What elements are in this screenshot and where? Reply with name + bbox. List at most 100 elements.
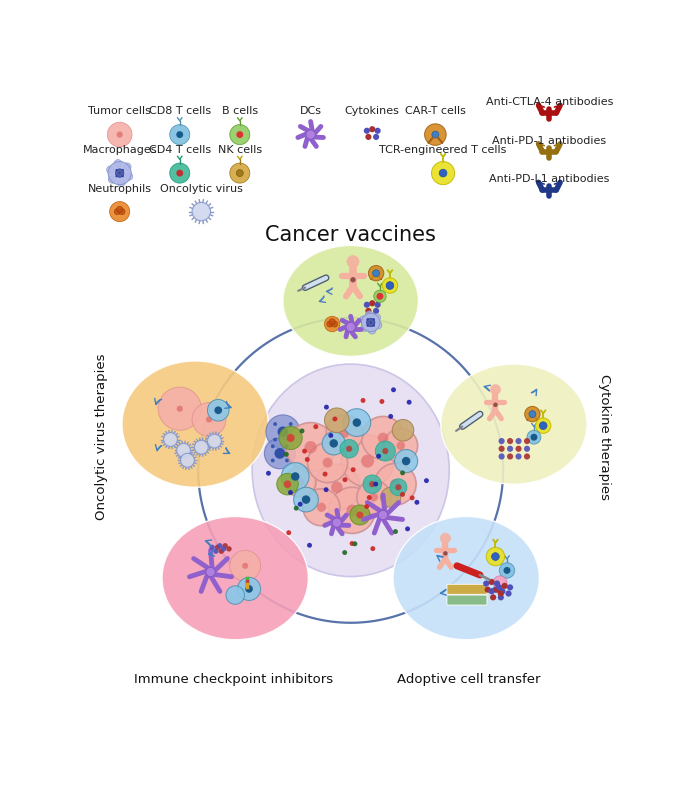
Circle shape	[440, 533, 451, 544]
Circle shape	[388, 414, 393, 419]
Circle shape	[494, 581, 500, 586]
Circle shape	[242, 563, 248, 569]
Circle shape	[323, 487, 329, 492]
Circle shape	[400, 492, 405, 497]
Text: Immune checkpoint inhibitors: Immune checkpoint inhibitors	[134, 673, 333, 686]
Circle shape	[493, 403, 498, 407]
Circle shape	[284, 452, 289, 457]
Circle shape	[536, 418, 551, 433]
Circle shape	[297, 478, 304, 485]
Circle shape	[350, 505, 370, 525]
Circle shape	[499, 563, 514, 578]
Circle shape	[271, 459, 275, 463]
Circle shape	[325, 316, 340, 332]
Circle shape	[116, 169, 118, 171]
Circle shape	[483, 581, 489, 586]
Circle shape	[439, 169, 447, 177]
Circle shape	[390, 479, 401, 489]
Circle shape	[279, 426, 302, 449]
Circle shape	[277, 426, 288, 437]
Circle shape	[306, 130, 315, 139]
Circle shape	[363, 475, 382, 493]
Circle shape	[294, 487, 319, 512]
Circle shape	[499, 446, 505, 452]
Circle shape	[108, 122, 132, 147]
Circle shape	[116, 175, 118, 177]
Circle shape	[236, 131, 243, 138]
Circle shape	[238, 578, 260, 600]
Circle shape	[289, 422, 292, 426]
Circle shape	[346, 322, 356, 332]
Circle shape	[170, 163, 190, 183]
Circle shape	[323, 472, 327, 477]
Circle shape	[369, 493, 378, 501]
Circle shape	[177, 444, 190, 457]
Circle shape	[377, 293, 384, 299]
Circle shape	[364, 302, 370, 308]
Circle shape	[356, 511, 364, 519]
Circle shape	[236, 169, 243, 177]
Circle shape	[329, 487, 375, 533]
Circle shape	[316, 503, 326, 512]
Circle shape	[503, 567, 510, 574]
Circle shape	[215, 545, 220, 550]
Circle shape	[350, 277, 356, 282]
Circle shape	[266, 414, 300, 448]
Circle shape	[493, 576, 507, 589]
Circle shape	[229, 163, 250, 183]
Circle shape	[494, 586, 500, 593]
Circle shape	[506, 590, 512, 597]
Circle shape	[530, 433, 538, 440]
Circle shape	[515, 453, 521, 459]
Circle shape	[393, 529, 398, 534]
Circle shape	[402, 457, 410, 466]
Text: DCs: DCs	[299, 106, 322, 117]
Circle shape	[369, 322, 372, 324]
Circle shape	[366, 318, 375, 327]
Circle shape	[501, 583, 508, 589]
Circle shape	[366, 325, 369, 327]
Circle shape	[375, 441, 395, 461]
Circle shape	[499, 588, 506, 594]
Circle shape	[119, 172, 121, 174]
Circle shape	[110, 202, 129, 221]
Circle shape	[291, 472, 299, 481]
Text: CD4 T cells: CD4 T cells	[149, 145, 211, 155]
Circle shape	[443, 551, 448, 556]
Circle shape	[285, 466, 316, 497]
Circle shape	[286, 422, 335, 472]
Circle shape	[432, 162, 455, 184]
Circle shape	[353, 418, 361, 427]
Circle shape	[393, 419, 414, 441]
Circle shape	[298, 502, 303, 507]
Circle shape	[486, 548, 505, 566]
Circle shape	[395, 484, 401, 490]
Circle shape	[524, 438, 530, 444]
Circle shape	[373, 481, 378, 486]
Circle shape	[273, 437, 277, 441]
Circle shape	[192, 203, 210, 221]
Text: Cytokines: Cytokines	[345, 106, 399, 117]
Text: B cells: B cells	[222, 106, 258, 117]
Circle shape	[374, 322, 382, 329]
Circle shape	[223, 543, 228, 548]
Circle shape	[285, 444, 289, 448]
Circle shape	[122, 169, 124, 171]
Circle shape	[365, 308, 371, 314]
Circle shape	[176, 131, 183, 138]
Circle shape	[382, 278, 398, 293]
Circle shape	[362, 314, 380, 332]
Circle shape	[314, 464, 360, 511]
Text: Macrophages: Macrophages	[82, 145, 157, 155]
Circle shape	[360, 316, 367, 324]
Circle shape	[485, 586, 491, 593]
Circle shape	[374, 290, 386, 303]
Circle shape	[119, 209, 125, 214]
Circle shape	[357, 481, 390, 515]
Circle shape	[107, 166, 114, 173]
FancyBboxPatch shape	[447, 595, 487, 605]
Circle shape	[116, 169, 124, 177]
Circle shape	[181, 453, 195, 467]
Circle shape	[323, 458, 333, 467]
Circle shape	[329, 439, 338, 448]
